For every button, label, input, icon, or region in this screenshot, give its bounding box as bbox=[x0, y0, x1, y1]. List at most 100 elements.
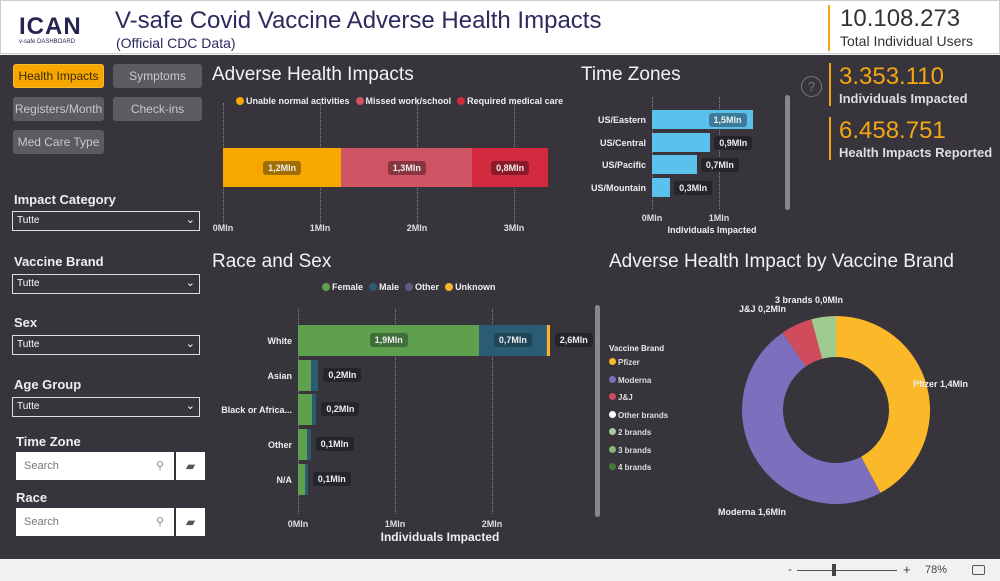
data-label: 0,7Mln bbox=[493, 333, 532, 347]
legend-label: 4 brands bbox=[618, 463, 652, 472]
race-sex-scrollbar[interactable] bbox=[595, 305, 600, 517]
donut-slice[interactable] bbox=[742, 332, 881, 504]
bar[interactable] bbox=[652, 132, 711, 152]
legend-item[interactable]: Male bbox=[369, 282, 399, 292]
legend-label: Moderna bbox=[618, 375, 652, 385]
bar-segment[interactable] bbox=[304, 463, 308, 495]
impact-category-dropdown[interactable]: Tutte ⌄ bbox=[12, 211, 200, 231]
donut-slice[interactable] bbox=[782, 319, 823, 367]
nav-med-care-type-button[interactable]: Med Care Type bbox=[13, 130, 104, 154]
donut-slice[interactable] bbox=[811, 316, 836, 359]
nav-registers-month-button[interactable]: Registers/Month bbox=[13, 97, 104, 121]
legend-item[interactable]: Unable normal activities bbox=[236, 96, 350, 106]
legend-item[interactable]: Pfizer bbox=[609, 358, 640, 367]
race-sex-legend: Female Male Other Unknown bbox=[322, 282, 496, 292]
vaccine-brand-legend-title: Vaccine Brand bbox=[609, 344, 665, 353]
bar-segment[interactable] bbox=[223, 148, 342, 187]
zoom-out-button[interactable]: - bbox=[788, 562, 792, 576]
help-icon[interactable]: ? bbox=[801, 76, 822, 97]
legend-item[interactable]: J&J bbox=[609, 393, 633, 402]
race-clear-button[interactable]: ▰ bbox=[176, 508, 205, 536]
bar-segment[interactable] bbox=[298, 359, 311, 391]
legend-dot bbox=[609, 393, 616, 400]
bar-segment[interactable] bbox=[311, 394, 317, 426]
legend-item[interactable]: Moderna bbox=[609, 375, 652, 385]
vaccine-brand-dropdown[interactable]: Tutte ⌄ bbox=[12, 274, 200, 294]
legend-label: 2 brands bbox=[618, 428, 652, 437]
race-sex-title: Race and Sex bbox=[212, 251, 332, 272]
total-users-card: 10.108.273 Total Individual Users bbox=[828, 5, 973, 51]
slice-label: Moderna 1,6Mln bbox=[718, 507, 786, 517]
category-label: Other bbox=[267, 440, 292, 451]
data-label: 0,8Mln bbox=[491, 161, 530, 175]
zoom-slider-thumb[interactable] bbox=[832, 564, 836, 576]
fit-to-page-icon[interactable] bbox=[972, 565, 985, 575]
bar[interactable] bbox=[652, 155, 697, 174]
zoom-in-button[interactable]: + bbox=[903, 562, 911, 577]
legend-dot bbox=[369, 283, 378, 291]
legend-label: Unknown bbox=[455, 282, 496, 292]
search-placeholder: Search bbox=[24, 516, 59, 528]
bar-segment[interactable] bbox=[298, 429, 307, 461]
time-zone-clear-button[interactable]: ▰ bbox=[176, 452, 205, 480]
legend-label: Unable normal activities bbox=[246, 96, 350, 106]
kpi-label: Health Impacts Reported bbox=[839, 145, 993, 160]
bar-segment[interactable] bbox=[546, 325, 550, 356]
search-icon: ⚲ bbox=[155, 460, 164, 472]
nav-check-ins-button[interactable]: Check-ins bbox=[113, 97, 202, 121]
x-tick-label: 1Mln bbox=[708, 213, 730, 223]
individuals-impacted-card: 3.353.110 Individuals Impacted bbox=[829, 63, 968, 106]
legend-dot bbox=[445, 283, 454, 291]
category-label: Black or Africa... bbox=[221, 405, 292, 416]
legend-item[interactable]: 4 brands bbox=[609, 463, 651, 472]
legend-label: Male bbox=[379, 282, 400, 292]
legend-dot bbox=[457, 97, 466, 105]
bar[interactable] bbox=[652, 177, 671, 197]
ican-logo: ICAN v-safe DASHBOARD bbox=[19, 13, 91, 45]
nav-health-impacts-button[interactable]: Health Impacts bbox=[13, 64, 104, 88]
total-label: 0,2Mln bbox=[321, 402, 360, 417]
dropdown-value: Tutte bbox=[17, 215, 40, 226]
data-label: 1,3Mln bbox=[387, 161, 426, 175]
category-label: US/Mountain bbox=[591, 182, 646, 193]
legend-label: 3 brands bbox=[618, 445, 652, 455]
x-tick-label: 1Mln bbox=[384, 519, 406, 529]
bar-segment[interactable] bbox=[341, 148, 473, 187]
legend-item[interactable]: 2 brands bbox=[609, 428, 651, 437]
data-label: 0,7Mln bbox=[700, 158, 739, 172]
bar-segment[interactable] bbox=[298, 394, 312, 426]
legend-item[interactable]: Missed work/school bbox=[355, 96, 451, 106]
legend-item[interactable]: Other brands bbox=[609, 410, 668, 420]
sex-dropdown[interactable]: Tutte ⌄ bbox=[12, 335, 200, 355]
legend-item[interactable]: 3 brands bbox=[609, 445, 652, 455]
legend-item[interactable]: Female bbox=[322, 282, 363, 292]
bar-segment[interactable] bbox=[306, 429, 311, 461]
category-label: US/Eastern bbox=[597, 115, 646, 125]
bar-segment[interactable] bbox=[310, 359, 319, 391]
legend-item[interactable]: Unknown bbox=[445, 282, 496, 292]
legend-item[interactable]: Required medical care bbox=[457, 96, 563, 106]
x-tick-label: 0Mln bbox=[641, 213, 663, 223]
gridline bbox=[719, 97, 720, 209]
x-tick-label: 1Mln bbox=[309, 223, 331, 233]
bar-segment[interactable] bbox=[472, 148, 548, 187]
legend-dot bbox=[609, 428, 616, 435]
legend-label: J&J bbox=[618, 393, 633, 402]
race-search-input[interactable]: Search ⚲ bbox=[16, 508, 174, 536]
x-tick-label: 0Mln bbox=[287, 519, 309, 529]
dashboard-canvas: Health Impacts Symptoms Registers/Month … bbox=[0, 55, 1000, 559]
age-group-dropdown[interactable]: Tutte ⌄ bbox=[12, 397, 200, 417]
bar-segment[interactable] bbox=[298, 463, 305, 495]
sex-label: Sex bbox=[14, 315, 38, 330]
dropdown-value: Tutte bbox=[17, 339, 40, 350]
time-zone-search-input[interactable]: Search ⚲ bbox=[16, 452, 174, 480]
x-tick-label: 2Mln bbox=[406, 223, 428, 233]
donut-slice[interactable] bbox=[836, 316, 930, 493]
zoom-slider[interactable] bbox=[797, 570, 897, 571]
time-zones-x-axis-title: Individuals Impacted bbox=[667, 225, 757, 235]
eraser-icon: ▰ bbox=[185, 459, 196, 473]
legend-item[interactable]: Other bbox=[405, 282, 439, 292]
nav-symptoms-button[interactable]: Symptoms bbox=[113, 64, 202, 88]
time-zones-scrollbar[interactable] bbox=[785, 95, 790, 210]
slice-label: J&J 0,2Mln bbox=[739, 304, 786, 314]
